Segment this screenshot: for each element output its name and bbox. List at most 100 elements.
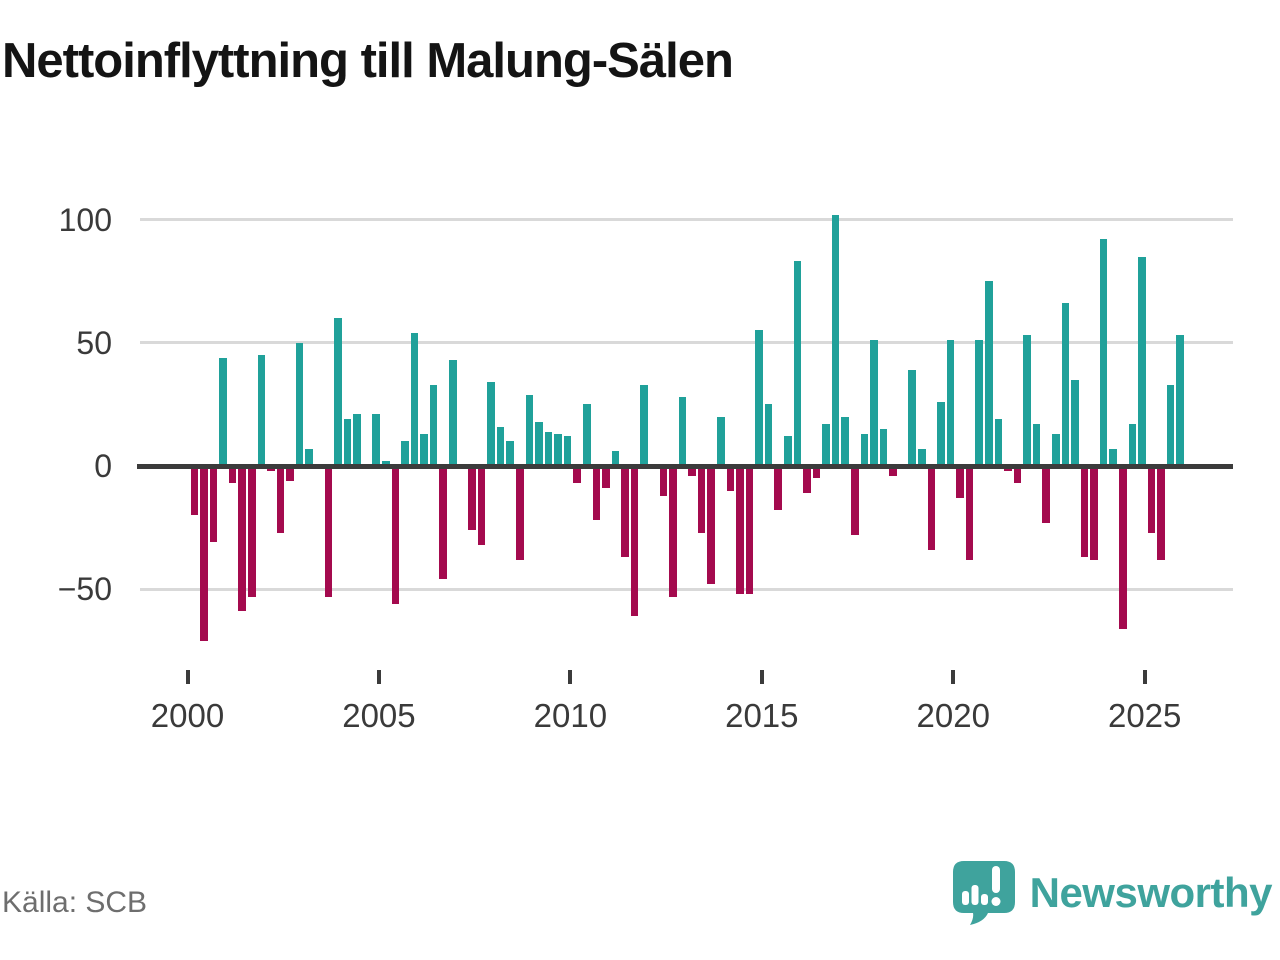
logo-exclamation-dot (991, 897, 1001, 906)
zero-line (137, 463, 1233, 469)
bar-2009Q1 (535, 421, 543, 466)
bar-2015Q1 (764, 404, 773, 466)
bar-2006Q3 (439, 466, 447, 580)
bar-2014Q1 (726, 466, 735, 491)
bar-2005Q2 (391, 466, 400, 604)
bar-2019Q1 (917, 448, 926, 466)
bar-2007Q2 (468, 466, 476, 531)
bar-2002Q3 (286, 466, 294, 481)
bar-2010Q2 (582, 404, 591, 466)
y-gridline (140, 218, 1233, 222)
bar-2014Q4 (755, 330, 763, 466)
bar-2020Q2 (965, 466, 974, 560)
x-axis-label: 2005 (342, 697, 416, 734)
bar-2025Q2 (1157, 466, 1165, 560)
bar-2017Q4 (870, 340, 878, 466)
bar-2012Q4 (678, 397, 687, 466)
bar-2025Q4 (1176, 335, 1184, 466)
bar-2022Q2 (1042, 466, 1050, 523)
bar-2016Q1 (803, 466, 811, 494)
bar-2021Q3 (1013, 466, 1022, 484)
bar-2015Q2 (774, 466, 782, 511)
bar-2025Q1 (1147, 466, 1156, 533)
bar-2008Q1 (496, 426, 505, 466)
bar-2001Q1 (228, 466, 237, 484)
bar-2000Q1 (190, 466, 199, 516)
x-axis-label: 2010 (533, 697, 608, 734)
bar-2024Q4 (1138, 256, 1146, 466)
bar-2023Q1 (1071, 379, 1079, 466)
bar-2011Q3 (630, 466, 639, 617)
bar-2001Q4 (257, 355, 266, 466)
bar-2021Q4 (1023, 335, 1031, 466)
bar-2024Q3 (1128, 424, 1137, 466)
bar-2003Q3 (324, 466, 333, 597)
bar-2008Q2 (506, 441, 514, 466)
bar-2022Q4 (1061, 303, 1070, 466)
y-axis-label: 100 (58, 201, 112, 238)
newsworthy-logo: Newsworthy (952, 860, 1273, 926)
bar-2000Q4 (219, 357, 227, 466)
x-axis-tick (759, 670, 764, 684)
bar-2023Q2 (1080, 466, 1089, 558)
x-axis-label: 2025 (1107, 697, 1182, 734)
bar-2020Q4 (984, 281, 993, 466)
x-axis-label: 2015 (725, 697, 799, 734)
bar-2012Q2 (659, 466, 668, 496)
bar-2025Q3 (1166, 384, 1175, 466)
bar-2017Q2 (850, 466, 859, 535)
bar-2015Q4 (793, 261, 802, 466)
bar-2023Q3 (1090, 466, 1098, 560)
logo-mini-bar-1 (961, 891, 969, 905)
bar-2006Q4 (448, 360, 457, 466)
bar-2010Q4 (602, 466, 610, 489)
bar-2013Q3 (707, 466, 715, 585)
y-axis-label: 50 (76, 324, 112, 361)
bar-2018Q1 (879, 429, 888, 466)
bar-2020Q1 (956, 466, 964, 499)
x-axis-tick (185, 670, 190, 684)
bar-2011Q4 (640, 384, 648, 466)
bar-2011Q1 (611, 451, 620, 466)
bar-2013Q4 (716, 416, 725, 466)
logo-mini-bar-2 (971, 885, 979, 905)
logo-mini-bar-3 (980, 894, 988, 905)
bar-2000Q2 (200, 466, 208, 641)
bar-2002Q4 (295, 342, 304, 466)
bar-2003Q1 (305, 448, 313, 466)
bar-2006Q1 (420, 433, 428, 466)
bar-2007Q3 (477, 466, 486, 545)
bar-2014Q3 (745, 466, 754, 595)
x-axis-tick (376, 670, 381, 684)
x-axis-label: 2020 (916, 697, 990, 734)
newsworthy-logo-icon (952, 861, 1015, 925)
bar-2022Q1 (1032, 424, 1041, 466)
bar-2003Q4 (334, 318, 342, 466)
bar-2005Q3 (401, 441, 409, 466)
bar-2008Q3 (515, 466, 524, 560)
bar-2014Q2 (736, 466, 744, 595)
bar-2009Q3 (554, 433, 562, 466)
x-axis-tick (951, 670, 956, 684)
y-axis-label: −50 (57, 571, 112, 608)
bar-2004Q1 (343, 419, 352, 466)
bar-2016Q4 (831, 214, 840, 466)
bar-2020Q3 (975, 340, 983, 466)
bar-2021Q1 (994, 419, 1003, 466)
bar-2000Q3 (209, 466, 218, 543)
bar-2016Q2 (812, 466, 821, 479)
bar-2001Q3 (247, 466, 256, 597)
y-gridline (140, 341, 1233, 345)
x-axis-tick (568, 670, 573, 684)
bar-2024Q1 (1109, 448, 1117, 466)
bar-2010Q3 (592, 466, 601, 521)
chart-title: Nettoinflyttning till Malung-Sälen (2, 34, 734, 88)
bar-2012Q3 (669, 466, 677, 597)
bar-2019Q2 (927, 466, 936, 550)
bar-2002Q2 (276, 466, 285, 533)
bar-2013Q1 (688, 466, 696, 476)
bar-2006Q2 (429, 384, 438, 466)
y-gridline (140, 587, 1233, 591)
logo-exclamation-bar (991, 866, 1000, 893)
